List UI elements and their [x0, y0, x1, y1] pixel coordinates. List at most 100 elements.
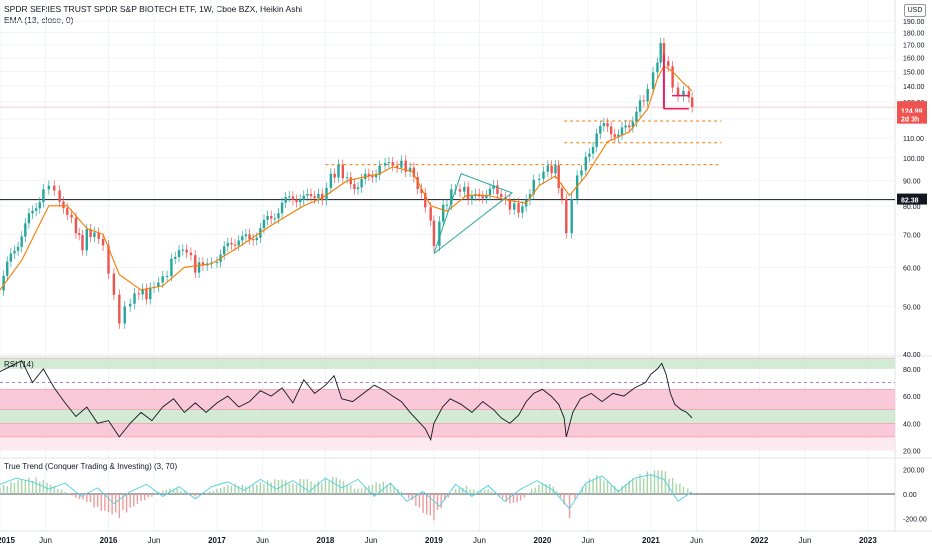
candle-body [416, 177, 419, 190]
candle-body [580, 170, 583, 176]
x-tick-label: 2023 [859, 536, 877, 545]
price-tick-label: 70.00 [903, 232, 921, 239]
price-tick-label: 160.00 [903, 56, 925, 63]
candle-body [42, 189, 45, 203]
candle-body [492, 185, 495, 189]
candle-body [13, 250, 16, 254]
ema-indicator-label[interactable]: EMA (13, close, 0) [4, 15, 74, 25]
candle-body [277, 213, 280, 219]
candle-body [565, 198, 568, 234]
candle-body [420, 189, 423, 193]
candle-body [356, 187, 360, 190]
candle-body [309, 193, 313, 197]
candle-body [560, 188, 564, 199]
candle-body [244, 234, 248, 237]
rsi-line [0, 360, 693, 442]
candle-body [174, 256, 177, 259]
candle-body [546, 165, 550, 172]
x-tick-label: Jun [473, 536, 486, 545]
candle-body [62, 201, 65, 209]
candle-body [31, 210, 34, 214]
rsi-tick-label: 40.00 [903, 421, 921, 428]
candle-body [177, 250, 181, 257]
candle-body [20, 236, 23, 247]
candle-body [141, 288, 144, 295]
rsi-pane[interactable]: RSI (14) [0, 357, 895, 451]
price-tick-label: 90.00 [903, 179, 921, 186]
candle-body [70, 214, 73, 218]
candle-body [145, 288, 148, 300]
x-tick-label: Jun [799, 536, 812, 545]
candle-body [74, 217, 78, 234]
candle-body [337, 164, 340, 178]
candle-body [273, 218, 277, 220]
candle-body [189, 252, 193, 256]
candle-body [223, 246, 226, 255]
triangle-pattern [433, 173, 514, 254]
candle-body [349, 177, 352, 185]
candle-body [638, 100, 642, 112]
x-tick-label: Jun [365, 536, 378, 545]
chart-title: SPDR SERIES TRUST SPDR S&P BIOTECH ETF, … [4, 4, 303, 14]
candle-body [321, 193, 324, 201]
candle-body [687, 90, 691, 98]
axes: 2015 Jun 2016 Jun 2017 Jun 2018 Jun 2019 Jun 2020 J… [0, 19, 927, 545]
candle-body [302, 195, 305, 200]
candle-body [34, 208, 38, 211]
price-tick-label: 180.00 [903, 31, 925, 38]
candle-body [429, 207, 432, 221]
candle-body [659, 43, 662, 63]
candle-body [241, 236, 244, 241]
candle-body [466, 186, 470, 200]
true-trend-pane[interactable]: True Trend (Conquer Trading & Investing)… [0, 462, 895, 521]
candle-body [371, 175, 374, 178]
price-tick-label: 60.00 [903, 265, 921, 272]
candle-body [197, 262, 201, 273]
candle-body [291, 196, 295, 200]
candle-body [591, 146, 595, 154]
currency-badge[interactable]: USD [904, 4, 926, 17]
candle-body [557, 165, 560, 189]
candle-body [353, 184, 356, 190]
candle-body [345, 177, 349, 179]
candle-body [617, 134, 620, 137]
candle-body [215, 261, 219, 263]
rsi-label: RSI (14) [4, 360, 34, 369]
candle-body [575, 175, 579, 199]
candle-body [233, 244, 237, 246]
price-tick-label: 140.00 [903, 84, 925, 91]
candle-body [642, 100, 646, 102]
x-tick-label: Jun [690, 536, 703, 545]
price-tick-label: 80.00 [903, 204, 921, 211]
candle-body [635, 111, 638, 122]
price-tick-label: 40.00 [903, 352, 921, 359]
candle-body [450, 189, 453, 205]
candle-body [474, 193, 477, 196]
candle-body [609, 126, 613, 135]
candle-body [584, 156, 588, 171]
candle-body [570, 198, 573, 234]
candle-body [81, 234, 84, 251]
candle-body [470, 195, 474, 200]
tt-label: True Trend (Conquer Trading & Investing)… [4, 462, 177, 471]
candle-body [496, 185, 499, 195]
candle-body [676, 87, 680, 97]
candle-body [404, 160, 407, 172]
candle-body [101, 238, 105, 246]
candle-body [400, 160, 403, 168]
grid [0, 0, 932, 532]
candle-body [537, 178, 541, 180]
price-pane[interactable] [0, 37, 895, 329]
candle-body [112, 273, 116, 295]
candle-body [9, 253, 13, 262]
candle-body [631, 121, 635, 128]
candle-body [97, 232, 100, 239]
rsi-tick-label: 80.00 [903, 367, 921, 374]
candle-body [181, 249, 184, 251]
price-label: 2d 3h [901, 117, 919, 124]
candle-body [170, 258, 173, 276]
candle-body [624, 125, 627, 128]
candle-body [532, 179, 535, 195]
candle-body [284, 197, 287, 203]
